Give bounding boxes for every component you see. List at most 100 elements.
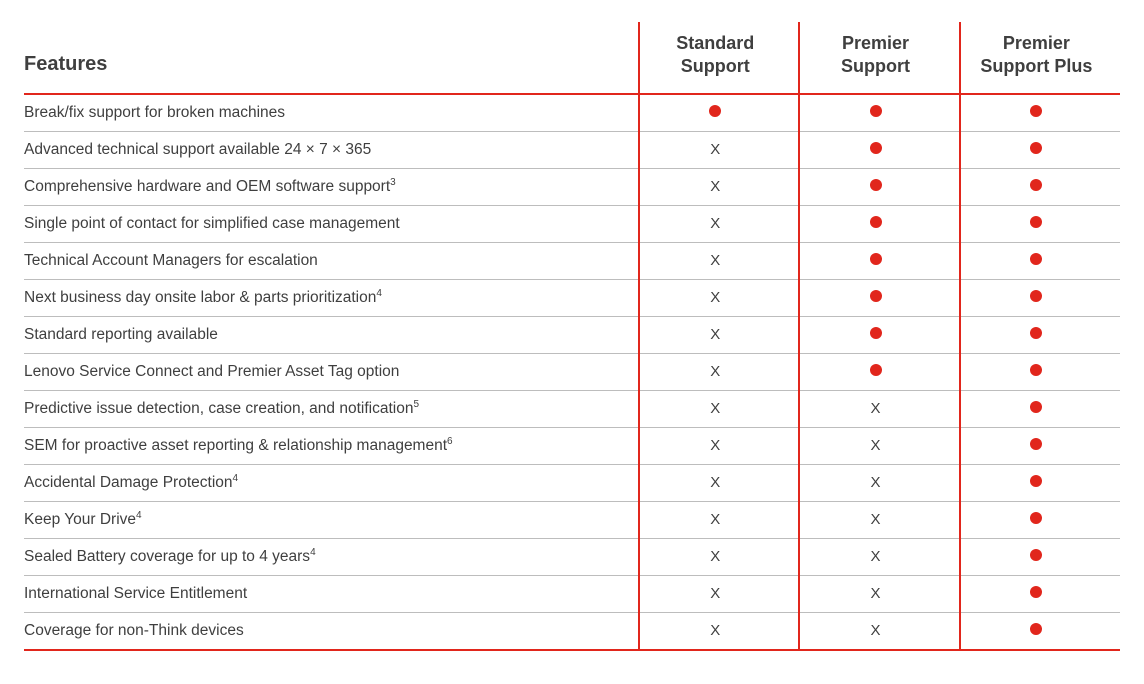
feature-label-cell: Accidental Damage Protection4 [24, 465, 639, 502]
included-dot-icon [1030, 253, 1042, 265]
table-row: Coverage for non-Think devices X X [24, 613, 1120, 651]
included-dot-icon [1030, 438, 1042, 450]
tier-cell [960, 465, 1120, 502]
tier-cell: X [799, 428, 959, 465]
feature-label-cell: Next business day onsite labor & parts p… [24, 280, 639, 317]
tier-cell: X [639, 169, 799, 206]
tier-cell [960, 613, 1120, 651]
tier-cell [960, 94, 1120, 132]
table-row: Single point of contact for simplified c… [24, 206, 1120, 243]
tier-cell [799, 206, 959, 243]
tier-cell [799, 317, 959, 354]
tier-cell: X [639, 539, 799, 576]
table-row: Next business day onsite labor & parts p… [24, 280, 1120, 317]
feature-label-cell: Single point of contact for simplified c… [24, 206, 639, 243]
table-body: Break/fix support for broken machinesAdv… [24, 94, 1120, 650]
tier-cell [799, 280, 959, 317]
feature-label-cell: Advanced technical support available 24 … [24, 132, 639, 169]
tier-cell: X [639, 280, 799, 317]
feature-comparison-table: Features StandardSupport PremierSupport … [24, 22, 1120, 651]
tier-cell: X [799, 502, 959, 539]
included-dot-icon [1030, 327, 1042, 339]
included-dot-icon [870, 253, 882, 265]
feature-label-cell: Predictive issue detection, case creatio… [24, 391, 639, 428]
tier-column-header: PremierSupport Plus [960, 22, 1120, 94]
tier-cell [799, 169, 959, 206]
table-row: Technical Account Managers for escalatio… [24, 243, 1120, 280]
tier-cell: X [799, 613, 959, 651]
tier-column-header: PremierSupport [799, 22, 959, 94]
included-dot-icon [1030, 512, 1042, 524]
tier-cell [960, 576, 1120, 613]
tier-cell [960, 280, 1120, 317]
tier-cell [960, 502, 1120, 539]
tier-cell [799, 243, 959, 280]
tier-cell [960, 539, 1120, 576]
not-included-x-icon: X [710, 289, 720, 306]
tier-cell [960, 354, 1120, 391]
included-dot-icon [1030, 549, 1042, 561]
included-dot-icon [870, 290, 882, 302]
tier-cell [960, 428, 1120, 465]
table-row: Comprehensive hardware and OEM software … [24, 169, 1120, 206]
feature-label-cell: Standard reporting available [24, 317, 639, 354]
table-row: Sealed Battery coverage for up to 4 year… [24, 539, 1120, 576]
not-included-x-icon: X [710, 141, 720, 158]
tier-cell: X [799, 391, 959, 428]
included-dot-icon [870, 327, 882, 339]
tier-cell: X [799, 539, 959, 576]
footnote-ref: 4 [136, 510, 142, 521]
features-column-header: Features [24, 22, 639, 94]
tier-cell [960, 243, 1120, 280]
table-row: Predictive issue detection, case creatio… [24, 391, 1120, 428]
table-row: Break/fix support for broken machines [24, 94, 1120, 132]
table-row: Accidental Damage Protection4XX [24, 465, 1120, 502]
tier-cell: X [639, 465, 799, 502]
footnote-ref: 6 [447, 436, 453, 447]
not-included-x-icon: X [710, 252, 720, 269]
footnote-ref: 4 [310, 547, 316, 558]
footnote-ref: 4 [233, 473, 239, 484]
not-included-x-icon: X [871, 400, 881, 417]
included-dot-icon [1030, 401, 1042, 413]
tier-cell [960, 206, 1120, 243]
feature-label-cell: Break/fix support for broken machines [24, 94, 639, 132]
tier-column-header: StandardSupport [639, 22, 799, 94]
tier-cell: X [799, 576, 959, 613]
feature-label-cell: Technical Account Managers for escalatio… [24, 243, 639, 280]
included-dot-icon [1030, 475, 1042, 487]
not-included-x-icon: X [710, 363, 720, 380]
tier-cell: X [639, 317, 799, 354]
not-included-x-icon: X [710, 437, 720, 454]
included-dot-icon [1030, 623, 1042, 635]
not-included-x-icon: X [871, 437, 881, 454]
tier-cell: X [639, 428, 799, 465]
included-dot-icon [870, 105, 882, 117]
feature-label-cell: Comprehensive hardware and OEM software … [24, 169, 639, 206]
tier-cell [960, 317, 1120, 354]
table-row: Advanced technical support available 24 … [24, 132, 1120, 169]
included-dot-icon [1030, 216, 1042, 228]
table-row: Lenovo Service Connect and Premier Asset… [24, 354, 1120, 391]
tier-cell: X [639, 391, 799, 428]
included-dot-icon [1030, 586, 1042, 598]
included-dot-icon [1030, 105, 1042, 117]
tier-cell: X [639, 502, 799, 539]
not-included-x-icon: X [710, 178, 720, 195]
tier-cell: X [639, 576, 799, 613]
tier-cell [799, 354, 959, 391]
feature-label-cell: Coverage for non-Think devices [24, 613, 639, 651]
included-dot-icon [1030, 179, 1042, 191]
comparison-table-page: Features StandardSupport PremierSupport … [0, 0, 1144, 684]
included-dot-icon [1030, 364, 1042, 376]
feature-label-cell: Sealed Battery coverage for up to 4 year… [24, 539, 639, 576]
tier-cell: X [639, 243, 799, 280]
table-row: Keep Your Drive4XX [24, 502, 1120, 539]
tier-cell: X [639, 613, 799, 651]
tier-cell: X [799, 465, 959, 502]
not-included-x-icon: X [710, 400, 720, 417]
footnote-ref: 3 [390, 177, 396, 188]
feature-label-cell: Lenovo Service Connect and Premier Asset… [24, 354, 639, 391]
not-included-x-icon: X [710, 622, 720, 639]
tier-cell [960, 169, 1120, 206]
